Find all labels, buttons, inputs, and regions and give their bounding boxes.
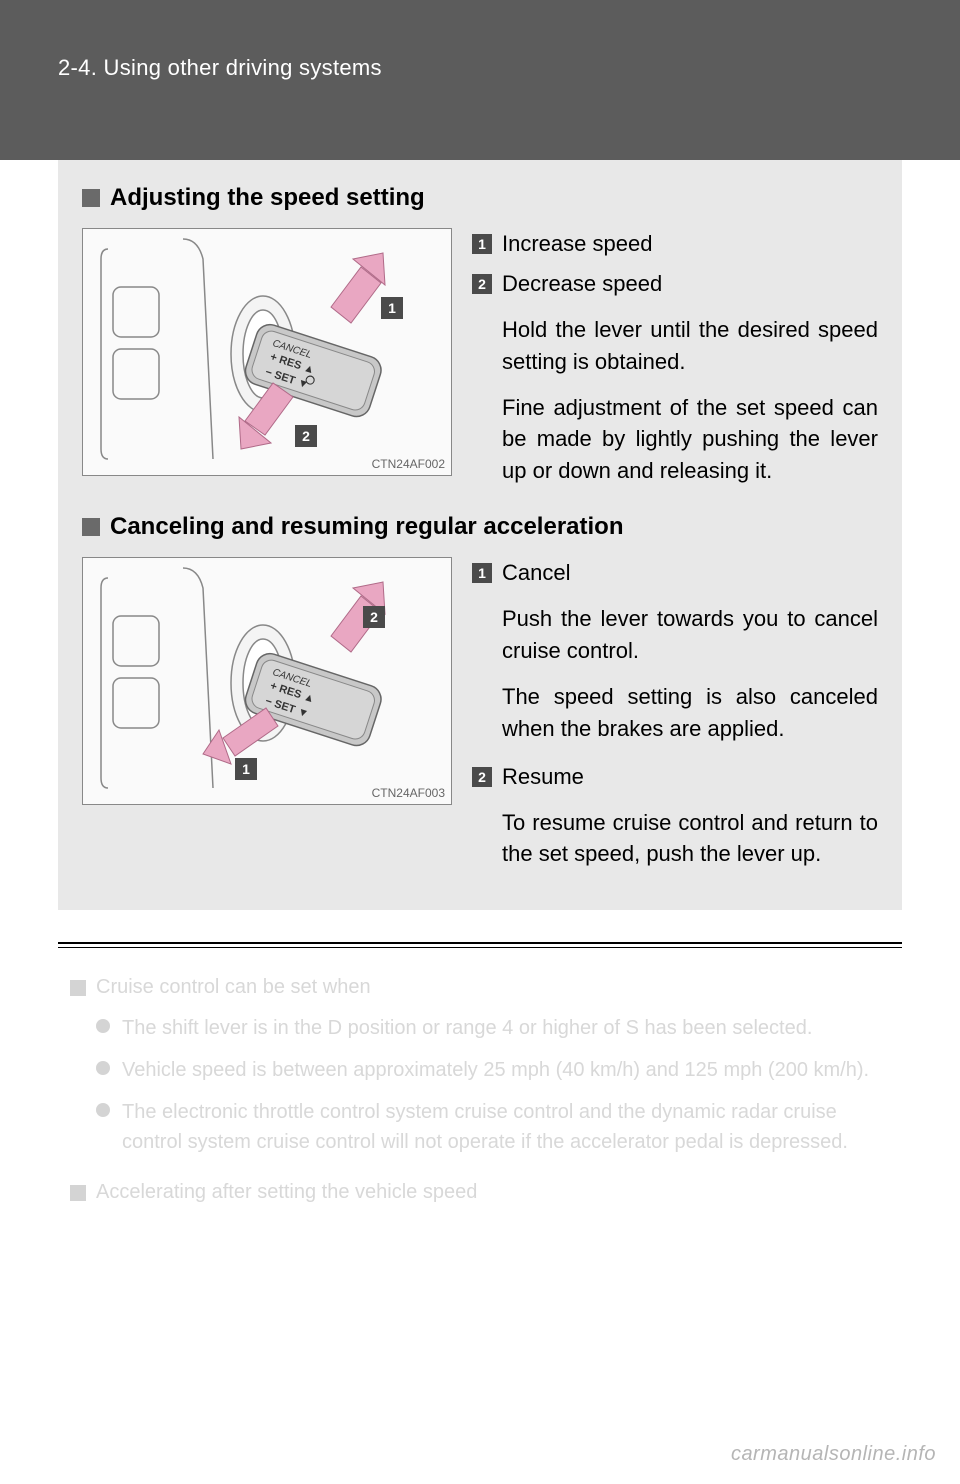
- bullet-item: The electronic throttle control system c…: [96, 1097, 902, 1157]
- lever-diagram-1: CANCEL + RES ▲ − SET ▼: [83, 229, 453, 477]
- item-resume: 2 Resume: [472, 761, 878, 793]
- paragraph: Hold the lever until the desired speed s…: [502, 314, 878, 378]
- round-bullet-icon: [96, 1019, 110, 1033]
- lower-heading-text: Accelerating after setting the vehicle s…: [96, 1181, 477, 1204]
- item-cancel: 1 Cancel: [472, 557, 878, 589]
- round-bullet-icon: [96, 1061, 110, 1075]
- lower-heading-1: Cruise control can be set when: [70, 976, 902, 999]
- lever-diagram-2: CANCEL + RES ▲ − SET ▼: [83, 558, 453, 806]
- header-bar: 2-4. Using other driving systems: [0, 0, 960, 160]
- lower-section: Cruise control can be set when The shift…: [58, 976, 902, 1204]
- num-badge-1: 1: [472, 234, 492, 254]
- item-text: Increase speed: [502, 228, 652, 260]
- callout-1b: 1: [235, 758, 257, 780]
- paragraph: Fine adjustment of the set speed can be …: [502, 392, 878, 488]
- watermark: carmanualsonline.info: [731, 1443, 936, 1466]
- subheading-canceling: Canceling and resuming regular accelerat…: [82, 513, 878, 541]
- subheading-text: Adjusting the speed setting: [110, 184, 425, 212]
- page-content: Adjusting the speed setting: [0, 160, 960, 1204]
- paragraph: Push the lever towards you to cancel cru…: [502, 603, 878, 667]
- bullet-text: The electronic throttle control system c…: [122, 1097, 902, 1157]
- subheading-text: Canceling and resuming regular accelerat…: [110, 513, 624, 541]
- callout-2: 2: [295, 425, 317, 447]
- illustration-adjust: CANCEL + RES ▲ − SET ▼ 1 2 CTN24AF002: [82, 228, 452, 476]
- square-bullet-faded-icon: [70, 980, 86, 996]
- section-row-2: CANCEL + RES ▲ − SET ▼ 2 1 CTN24AF003: [82, 557, 878, 870]
- illustration-caption: CTN24AF002: [372, 457, 445, 471]
- paragraph: To resume cruise control and return to t…: [502, 807, 878, 871]
- square-bullet-faded-icon: [70, 1185, 86, 1201]
- divider-thin: [58, 947, 902, 948]
- bullet-item: The shift lever is in the D position or …: [96, 1013, 902, 1043]
- paragraph: The speed setting is also canceled when …: [502, 681, 878, 745]
- item-text: Decrease speed: [502, 268, 662, 300]
- item-text: Resume: [502, 761, 584, 793]
- bullet-item: Vehicle speed is between approximately 2…: [96, 1055, 902, 1085]
- instruction-box: Adjusting the speed setting: [58, 160, 902, 910]
- callout-1: 1: [381, 297, 403, 319]
- lower-heading-2: Accelerating after setting the vehicle s…: [70, 1181, 902, 1204]
- num-badge-2: 2: [472, 767, 492, 787]
- num-badge-1: 1: [472, 563, 492, 583]
- item-decrease: 2 Decrease speed: [472, 268, 878, 300]
- lower-heading-text: Cruise control can be set when: [96, 976, 371, 999]
- divider-thick: [58, 942, 902, 944]
- bullet-text: Vehicle speed is between approximately 2…: [122, 1055, 869, 1085]
- bullet-text: The shift lever is in the D position or …: [122, 1013, 812, 1043]
- callout-2b: 2: [363, 606, 385, 628]
- section-label: 2-4. Using other driving systems: [58, 55, 960, 81]
- subheading-adjusting: Adjusting the speed setting: [82, 184, 878, 212]
- text-col-2: 1 Cancel Push the lever towards you to c…: [472, 557, 878, 870]
- text-col-1: 1 Increase speed 2 Decrease speed Hold t…: [472, 228, 878, 487]
- item-increase: 1 Increase speed: [472, 228, 878, 260]
- item-text: Cancel: [502, 557, 570, 589]
- round-bullet-icon: [96, 1103, 110, 1117]
- illustration-cancel: CANCEL + RES ▲ − SET ▼ 2 1 CTN24AF003: [82, 557, 452, 805]
- square-bullet-icon: [82, 189, 100, 207]
- illustration-caption: CTN24AF003: [372, 786, 445, 800]
- square-bullet-icon: [82, 518, 100, 536]
- section-row-1: CANCEL + RES ▲ − SET ▼ 1 2 CTN24AF002: [82, 228, 878, 487]
- num-badge-2: 2: [472, 274, 492, 294]
